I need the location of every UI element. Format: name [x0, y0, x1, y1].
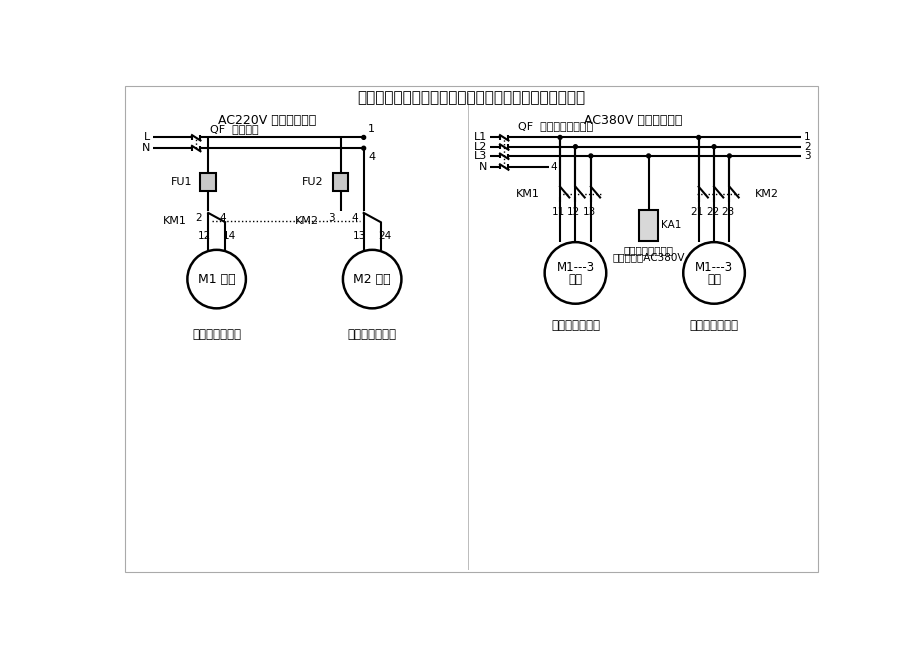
- Text: 11: 11: [551, 207, 564, 217]
- Text: L: L: [143, 132, 150, 143]
- Text: 1: 1: [368, 124, 375, 133]
- Text: L1: L1: [473, 132, 486, 143]
- Circle shape: [343, 250, 401, 309]
- Circle shape: [544, 242, 606, 304]
- Text: 1: 1: [803, 132, 810, 143]
- Text: 13: 13: [353, 231, 366, 242]
- Text: 12: 12: [198, 231, 210, 242]
- Circle shape: [558, 135, 562, 139]
- Text: 4: 4: [351, 213, 357, 223]
- Text: 23: 23: [720, 207, 733, 217]
- Text: KM2: KM2: [754, 189, 778, 199]
- Text: 单级反渗透纯水机电路原理图（反渗透程序控制器控制）: 单级反渗透纯水机电路原理图（反渗透程序控制器控制）: [357, 90, 584, 105]
- Text: 线圈电压：AC380V: 线圈电压：AC380V: [612, 253, 684, 262]
- Text: KA1: KA1: [660, 220, 681, 230]
- Circle shape: [573, 145, 577, 148]
- Text: 原水增压泵电机: 原水增压泵电机: [192, 328, 241, 341]
- Circle shape: [588, 154, 592, 158]
- Text: 22: 22: [705, 207, 719, 217]
- Text: 原水增压泵电机: 原水增压泵电机: [550, 319, 599, 332]
- Text: 电机: 电机: [707, 273, 720, 286]
- Text: M1---3: M1---3: [694, 261, 732, 274]
- Text: 多级高压泵电机: 多级高压泵电机: [689, 319, 738, 332]
- Text: 2: 2: [195, 213, 202, 223]
- Text: L3: L3: [473, 151, 486, 161]
- Text: 4: 4: [219, 213, 225, 223]
- Bar: [333, 173, 348, 191]
- Text: 多级高压泵电机: 多级高压泵电机: [347, 328, 396, 341]
- Text: 24: 24: [378, 231, 391, 242]
- Text: N: N: [142, 143, 151, 153]
- Bar: [200, 173, 216, 191]
- Text: QF  三相四线漏电开关: QF 三相四线漏电开关: [517, 121, 592, 132]
- Text: 3: 3: [803, 151, 810, 161]
- Text: KM2: KM2: [295, 215, 319, 225]
- Text: 电机: 电机: [568, 273, 582, 286]
- Circle shape: [361, 135, 365, 139]
- Circle shape: [361, 146, 365, 150]
- Text: 2: 2: [803, 142, 810, 152]
- Text: 13: 13: [582, 207, 596, 217]
- Text: FU2: FU2: [301, 177, 323, 187]
- Circle shape: [727, 154, 731, 158]
- Text: 3: 3: [327, 213, 335, 223]
- Text: AC380V 主电路原理图: AC380V 主电路原理图: [584, 114, 682, 127]
- Text: 21: 21: [690, 207, 703, 217]
- Text: KM1: KM1: [515, 189, 539, 199]
- Text: 4: 4: [550, 161, 557, 172]
- Circle shape: [683, 242, 744, 304]
- Circle shape: [646, 154, 650, 158]
- Text: 电源缺相保护控制: 电源缺相保护控制: [623, 245, 673, 255]
- Text: FU1: FU1: [171, 177, 193, 187]
- Text: QF  漏电开关: QF 漏电开关: [210, 124, 258, 134]
- Circle shape: [696, 135, 699, 139]
- Text: L2: L2: [473, 142, 486, 152]
- Circle shape: [187, 250, 245, 309]
- Text: KM1: KM1: [163, 215, 187, 225]
- Text: 12: 12: [567, 207, 580, 217]
- Circle shape: [711, 145, 715, 148]
- Text: 4: 4: [368, 152, 375, 162]
- Text: N: N: [478, 161, 486, 172]
- Text: 14: 14: [222, 231, 235, 242]
- Bar: [639, 210, 657, 241]
- Text: M2 电机: M2 电机: [353, 273, 391, 286]
- Text: AC220V 主电路原理图: AC220V 主电路原理图: [218, 114, 316, 127]
- Text: M1---3: M1---3: [556, 261, 594, 274]
- Text: M1 电机: M1 电机: [198, 273, 235, 286]
